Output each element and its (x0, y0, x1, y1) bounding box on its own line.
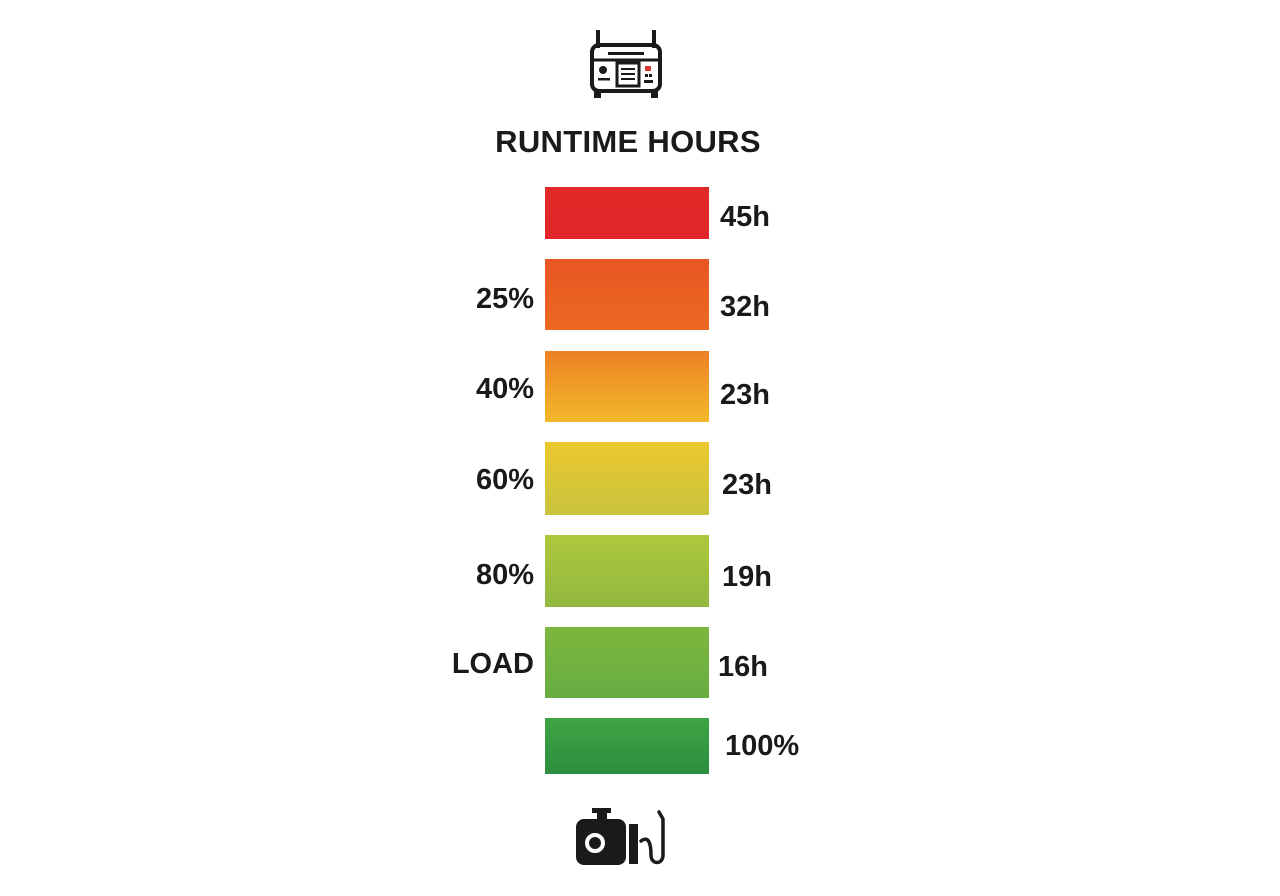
runtime-bar (545, 627, 709, 698)
runtime-bar (545, 718, 709, 774)
runtime-label: 23h (720, 379, 770, 411)
runtime-label: 100% (725, 730, 800, 762)
runtime-label: 19h (722, 561, 772, 593)
runtime-label: 23h (722, 469, 772, 501)
load-label: 40% (475, 373, 534, 405)
runtime-bar (545, 535, 709, 607)
runtime-bar (545, 442, 709, 515)
load-label: 60% (475, 464, 534, 496)
runtime-label: 16h (718, 651, 768, 683)
load-label: 25% (475, 283, 534, 315)
load-label: 80% (475, 559, 534, 591)
engine-fuel-icon (576, 808, 665, 865)
chart-title: RUNTIME HOURS (495, 124, 761, 159)
load-label: LOAD (451, 648, 534, 680)
runtime-label: 32h (720, 291, 770, 323)
runtime-label: 45h (720, 201, 770, 233)
runtime-bar (545, 187, 709, 239)
generator-icon (590, 30, 662, 98)
runtime-bar (545, 351, 709, 422)
runtime-bar (545, 259, 709, 330)
